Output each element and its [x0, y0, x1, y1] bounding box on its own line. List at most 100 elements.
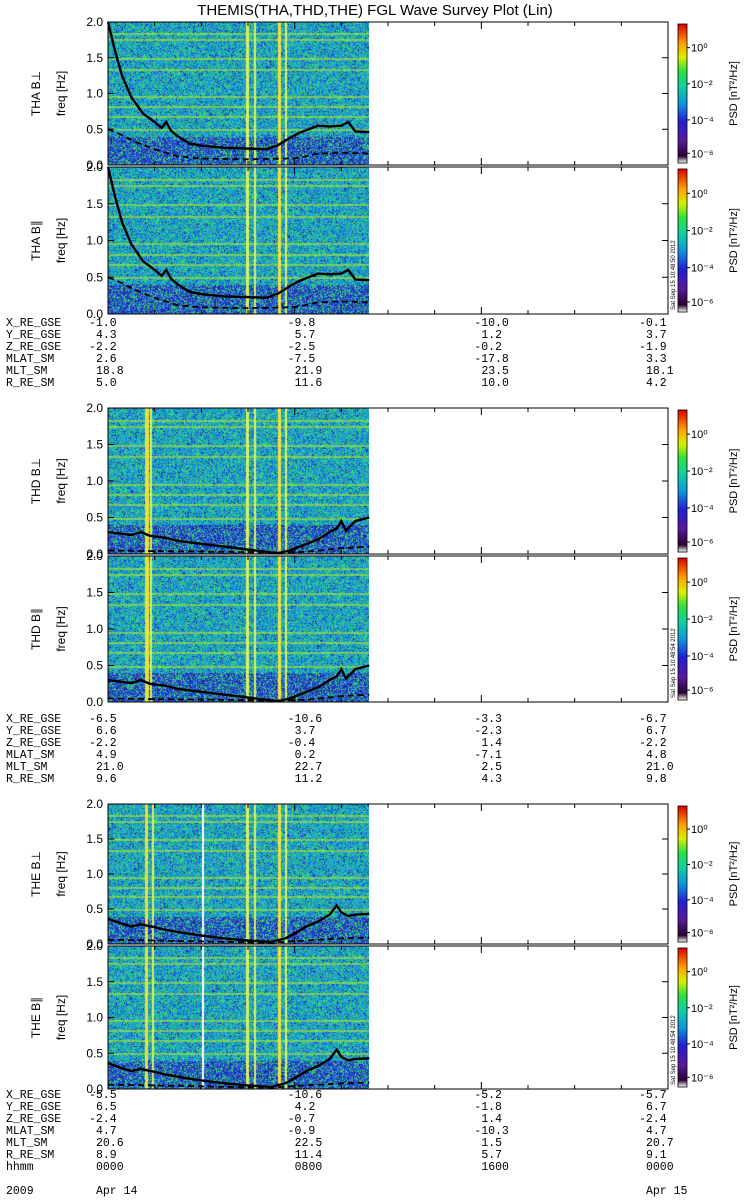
y-tick-label: 0.0 — [86, 158, 103, 172]
ephemeris-value: -10.6 — [288, 713, 323, 726]
panel-2: 0.0 0.5 1.0 1.5 2.0 THA B∥ freq [Hz] 10⁰ 10⁻² 10⁻… — [29, 160, 740, 321]
spectrogram-image — [108, 946, 369, 1089]
panel-label: THD B∥ — [29, 608, 43, 650]
ephemeris-value: -10.6 — [288, 1089, 323, 1102]
ephemeris-value: 1.5 — [481, 1137, 502, 1150]
colorbar-tick-label: 10⁻⁶ — [691, 148, 714, 160]
spectrogram-panels: 0.0 0.5 1.0 1.5 2.0 THA B⊥ freq [Hz] 10⁰ 10⁻² 10⁻… — [29, 15, 740, 1096]
ephemeris-label: Z_RE_GSE — [6, 341, 61, 354]
date-year: 2009 — [6, 1185, 34, 1198]
y-axis-label: freq [Hz] — [54, 606, 68, 651]
ephemeris-value: 4.2 — [646, 377, 667, 390]
colorbar-tick-label: 10⁻⁶ — [691, 685, 714, 697]
y-tick-label: 0.5 — [86, 511, 103, 525]
y-tick-label: 1.0 — [86, 234, 103, 248]
ephemeris-block-1: X_RE_GSE -1.0 -9.8 -10.0 -0.1 Y_RE_GSE 4.3 5.7 1… — [6, 317, 674, 390]
colorbar-label: PSD [nT²/Hz] — [728, 985, 740, 1050]
ephemeris-value: -1.0 — [89, 317, 117, 330]
solid-frequency-line — [106, 166, 370, 300]
ephemeris-value: -6.7 — [639, 713, 667, 726]
timestamp-stamp: Sat Sep 15 10:48:54 2012 — [671, 628, 677, 698]
y-tick-label: 2.0 — [86, 401, 103, 415]
colorbar — [677, 409, 688, 553]
y-tick-label: 1.5 — [86, 438, 103, 452]
y-tick-label: 1.5 — [86, 197, 103, 211]
colorbar-tick-label: 10⁻² — [691, 859, 713, 871]
panel-label: THE B∥ — [29, 997, 43, 1038]
solid-frequency-line — [106, 21, 370, 151]
dashed-frequency-line — [107, 545, 370, 554]
ephemeris-value: -2.4 — [639, 1113, 667, 1126]
colorbar-tick-label: 10⁻⁴ — [691, 503, 714, 515]
ephemeris-label: Z_RE_GSE — [6, 737, 61, 750]
ephemeris-value: 22.5 — [295, 1137, 323, 1150]
ephemeris-value: -0.4 — [288, 737, 316, 750]
ephemeris-value: 11.2 — [295, 773, 323, 786]
ephemeris-value: 4.2 — [295, 1101, 316, 1114]
ephemeris-value: 18.1 — [646, 365, 674, 378]
dashed-frequency-line — [107, 276, 370, 310]
colorbar — [677, 168, 688, 313]
colorbar-label: PSD [nT²/Hz] — [728, 842, 740, 907]
panel-label: THA B⊥ — [29, 71, 43, 116]
ephemeris-value: 2.5 — [481, 761, 502, 774]
ephemeris-value: 1.2 — [481, 329, 502, 342]
colorbar-tick-label: 10⁰ — [691, 43, 708, 55]
ephemeris-value: -0.9 — [288, 1125, 316, 1138]
ephemeris-value: 9.1 — [646, 1149, 667, 1162]
y-tick-label: 0.5 — [86, 122, 103, 136]
y-tick-label: 1.0 — [86, 87, 103, 101]
ephemeris-value: -2.5 — [288, 341, 316, 354]
y-tick-label: 0.0 — [86, 937, 103, 951]
ephemeris-block-2: X_RE_GSE -6.5 -10.6 -3.3 -6.7Y_RE_GSE 6.6 3.7-… — [6, 713, 674, 786]
ephemeris-value: 0.2 — [295, 749, 316, 762]
y-tick-label: 0.5 — [86, 1046, 103, 1060]
ephemeris-value: -17.8 — [474, 353, 509, 366]
colorbar-label: PSD [nT²/Hz] — [728, 61, 740, 126]
colorbar-tick-label: 10⁻⁴ — [691, 115, 714, 127]
panel-4: 0.0 0.5 1.0 1.5 2.0 THD B∥ freq [Hz] 10⁰ 10⁻² 10⁻… — [29, 549, 740, 709]
colorbar-tick-label: 10⁻⁴ — [691, 263, 714, 275]
ephemeris-value: -3.3 — [474, 713, 502, 726]
ephemeris-value: 8.9 — [96, 1149, 117, 1162]
ephemeris-value: 1600 — [481, 1161, 509, 1174]
y-tick-label: 1.5 — [86, 975, 103, 989]
ephemeris-value: 6.7 — [646, 725, 667, 738]
ephemeris-value: 6.7 — [646, 1101, 667, 1114]
y-axis-label: freq [Hz] — [54, 995, 68, 1040]
y-tick-label: 2.0 — [86, 160, 103, 174]
spectrogram-image — [108, 556, 369, 702]
y-tick-label: 2.0 — [86, 939, 103, 953]
ephemeris-value: -7.1 — [474, 749, 502, 762]
ephemeris-value: 3.7 — [646, 329, 667, 342]
ephemeris-value: -2.2 — [89, 341, 117, 354]
spectrogram-image — [108, 167, 369, 314]
y-axis-label: freq [Hz] — [54, 458, 68, 503]
ephemeris-value: 3.7 — [295, 725, 316, 738]
colorbar-tick-label: 10⁻⁴ — [691, 1039, 714, 1051]
colorbar-label: PSD [nT²/Hz] — [728, 597, 740, 662]
ephemeris-label: MLAT_SM — [6, 353, 54, 366]
ephemeris-value: 9.6 — [96, 773, 117, 786]
ephemeris-value: 0000 — [96, 1161, 124, 1174]
ephemeris-value: -10.0 — [474, 317, 509, 330]
y-tick-label: 2.0 — [86, 15, 103, 29]
ephemeris-value: 1.4 — [481, 737, 502, 750]
ephemeris-label: X_RE_GSE — [6, 1089, 61, 1102]
ephemeris-label: X_RE_GSE — [6, 317, 61, 330]
y-tick-label: 1.0 — [86, 474, 103, 488]
panel-label: THD B⊥ — [29, 458, 43, 504]
ephemeris-value: 3.3 — [646, 353, 667, 366]
ephemeris-value: -9.8 — [288, 317, 316, 330]
colorbar-tick-label: 10⁰ — [691, 824, 708, 836]
y-tick-label: 0.0 — [86, 547, 103, 561]
ephemeris-block-3: X_RE_GSE -5.5 -10.6 -5.2 -5.7Y_RE_GSE 6.5 4.2-… — [6, 1089, 674, 1174]
panel-6: 0.0 0.5 1.0 1.5 2.0 THE B∥ freq [Hz] 10⁰ 10⁻² 10⁻… — [29, 939, 740, 1096]
ephemeris-value: 20.7 — [646, 1137, 674, 1150]
ephemeris-label: MLT_SM — [6, 761, 48, 774]
colorbar-tick-label: 10⁻² — [691, 225, 713, 237]
colorbar-tick-label: 10⁻² — [691, 1003, 713, 1015]
ephemeris-label: X_RE_GSE — [6, 713, 61, 726]
colorbar-tick-label: 10⁻² — [691, 79, 713, 91]
